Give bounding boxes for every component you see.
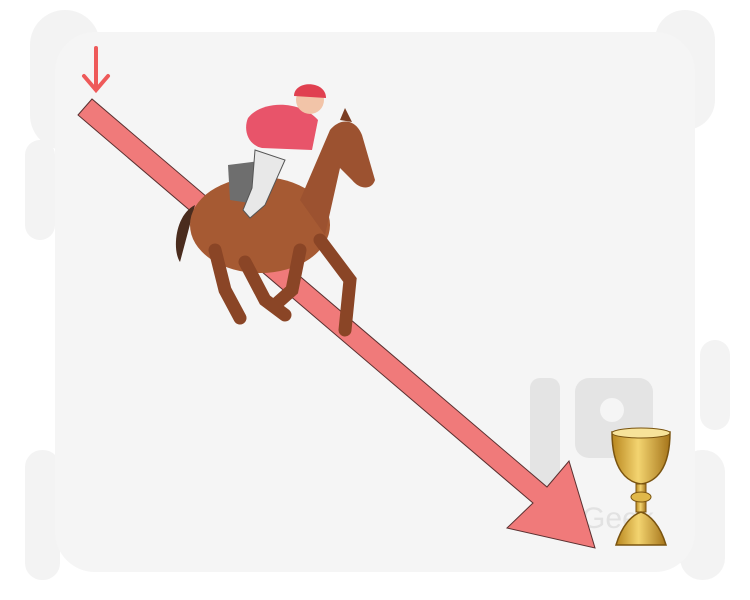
trophy-cup: [611, 427, 671, 546]
blob: [25, 450, 60, 580]
cup-rim: [611, 427, 671, 439]
blob: [25, 140, 55, 240]
horse-legs: [208, 233, 357, 337]
horse-ear: [340, 108, 352, 122]
cup-base: [614, 511, 668, 546]
jockey-legs: [242, 149, 286, 219]
logo-hole: [600, 398, 624, 422]
horse-tail: [175, 205, 195, 262]
leg: [268, 243, 307, 312]
panel: [55, 32, 695, 572]
small-down-arrow: [82, 46, 110, 94]
leg: [208, 243, 247, 325]
arrow-head: [82, 74, 110, 94]
horse-neck-head: [300, 121, 375, 235]
jockey-helmet: [294, 84, 326, 98]
leg: [313, 233, 357, 337]
logo-bar: [530, 378, 560, 488]
jockey-shirt: [246, 104, 318, 150]
blob: [700, 340, 730, 430]
horse-and-jockey: [175, 84, 375, 337]
cup-knot: [630, 491, 652, 503]
